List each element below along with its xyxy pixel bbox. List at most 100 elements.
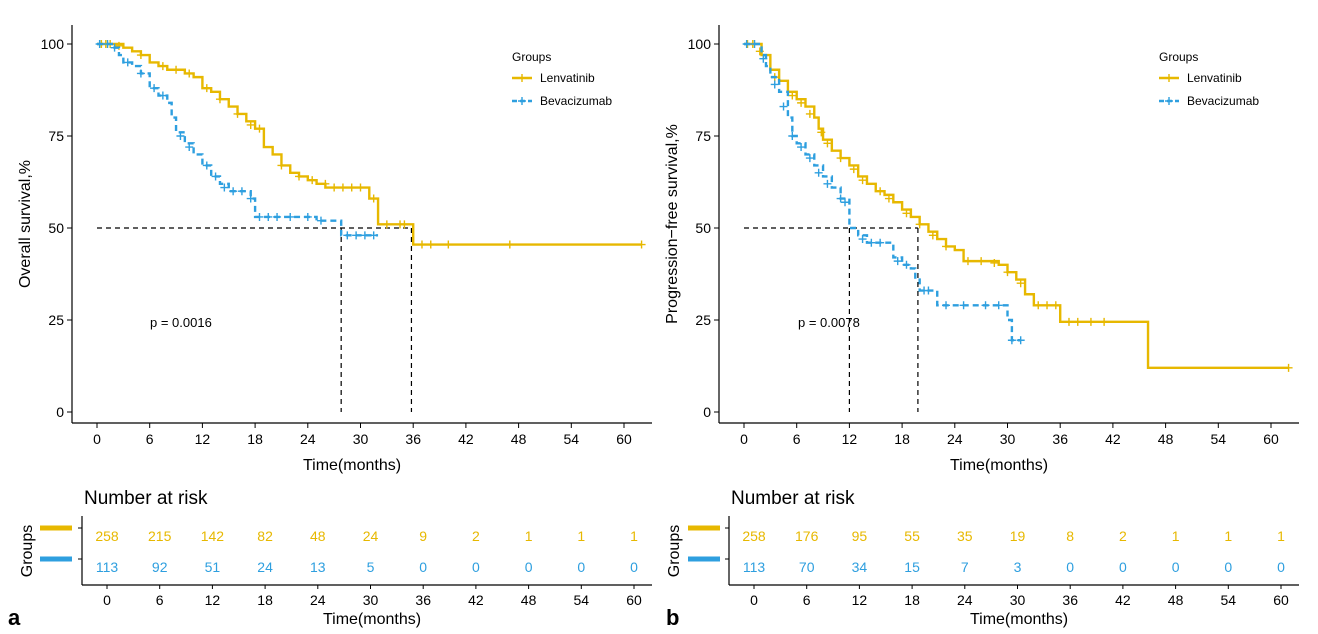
censor-mark	[136, 69, 145, 78]
censor-mark	[1284, 363, 1293, 372]
x-tick-label: 54	[564, 431, 580, 447]
censor-mark	[1034, 301, 1043, 310]
risk-x-tick-label: 54	[1221, 592, 1237, 608]
censor-mark	[220, 183, 229, 192]
censor-mark	[924, 286, 933, 295]
risk-count: 2	[1119, 528, 1127, 544]
censor-mark	[352, 231, 361, 240]
x-tick-label: 48	[1158, 431, 1174, 447]
risk-count: 0	[1224, 559, 1232, 575]
censor-mark	[805, 109, 814, 118]
risk-x-axis-title: Time(months)	[970, 611, 1068, 628]
risk-groups-label: Groups	[666, 525, 683, 577]
risk-x-tick-label: 12	[205, 592, 221, 608]
risk-x-axis-title: Time(months)	[323, 611, 421, 628]
risk-count: 1	[525, 528, 533, 544]
censor-mark	[876, 187, 885, 196]
censor-mark	[343, 231, 352, 240]
censor-mark	[788, 132, 797, 140]
risk-count: 24	[363, 528, 379, 544]
censor-mark	[823, 139, 832, 148]
risk-count: 1	[1277, 528, 1285, 544]
censor-mark	[1086, 317, 1095, 326]
y-tick-label: 75	[48, 128, 64, 144]
censor-mark	[286, 212, 295, 221]
legend-censor-mark	[1165, 74, 1173, 82]
x-tick-label: 60	[616, 431, 632, 447]
risk-x-tick-label: 54	[574, 592, 590, 608]
censor-mark	[797, 98, 806, 107]
risk-count: 82	[257, 528, 273, 544]
x-tick-label: 6	[146, 431, 154, 447]
risk-x-tick-label: 48	[1168, 592, 1184, 608]
risk-count: 95	[852, 528, 868, 544]
censor-mark	[977, 257, 986, 266]
legend-label-lenvatinib: Lenvatinib	[540, 71, 595, 85]
censor-mark	[185, 143, 194, 152]
censor-mark	[255, 212, 264, 221]
risk-count: 258	[95, 528, 119, 544]
risk-count: 113	[96, 559, 119, 575]
censor-mark	[1064, 317, 1073, 326]
x-axis-title: Time(months)	[950, 457, 1048, 474]
legend: Groups Lenvatinib Bevacizumab	[1159, 50, 1259, 108]
km-curve-bevacizumab	[744, 42, 1021, 342]
censor-mark	[426, 240, 435, 249]
x-tick-label: 42	[458, 431, 474, 447]
risk-count: 70	[799, 559, 815, 575]
risk-count: 48	[310, 528, 326, 544]
x-tick-label: 36	[1052, 431, 1068, 447]
censor-mark	[1007, 336, 1016, 345]
x-tick-label: 18	[247, 431, 263, 447]
censor-mark	[95, 40, 104, 48]
censor-mark	[963, 257, 972, 266]
risk-x-tick-label: 0	[750, 592, 758, 608]
censor-mark	[356, 183, 365, 192]
censor-mark	[321, 179, 330, 188]
censor-mark	[110, 43, 119, 52]
risk-x-tick-label: 18	[257, 592, 273, 608]
risk-table-title: Number at risk	[731, 488, 855, 509]
risk-count: 55	[904, 528, 920, 544]
censor-mark	[876, 238, 885, 247]
risk-x-tick-label: 24	[957, 592, 973, 608]
x-tick-label: 60	[1263, 431, 1279, 447]
censor-mark	[841, 198, 850, 207]
censor-mark	[246, 120, 255, 129]
risk-x-tick-label: 42	[1115, 592, 1131, 608]
censor-mark	[233, 109, 242, 118]
y-tick-label: 50	[48, 220, 64, 236]
risk-count: 51	[205, 559, 221, 575]
censor-mark	[1043, 301, 1052, 310]
censor-mark	[836, 154, 845, 163]
censor-mark	[211, 172, 220, 181]
censor-mark	[215, 95, 224, 104]
risk-x-tick-label: 60	[1273, 592, 1289, 608]
censor-mark	[176, 132, 185, 140]
x-tick-label: 54	[1211, 431, 1227, 447]
censor-mark	[1073, 317, 1082, 326]
censor-mark	[185, 69, 194, 78]
risk-x-tick-label: 12	[852, 592, 868, 608]
censor-mark	[990, 258, 999, 267]
risk-count: 13	[310, 559, 326, 575]
censor-mark	[1051, 301, 1060, 310]
censor-mark	[750, 40, 759, 48]
risk-count: 19	[1010, 528, 1026, 544]
censor-mark	[788, 91, 797, 100]
risk-count: 92	[152, 559, 168, 575]
censor-mark	[814, 168, 823, 177]
censor-mark	[369, 194, 378, 203]
risk-count: 2	[472, 528, 480, 544]
panel-letter: a	[8, 605, 21, 630]
risk-count: 176	[795, 528, 819, 544]
x-tick-label: 24	[300, 431, 316, 447]
risk-count: 1	[1172, 528, 1180, 544]
x-tick-label: 6	[793, 431, 801, 447]
censor-mark	[229, 187, 238, 196]
km-curve-lenvatinib	[97, 42, 642, 246]
legend-censor-mark	[518, 97, 526, 105]
censor-mark	[417, 240, 426, 249]
